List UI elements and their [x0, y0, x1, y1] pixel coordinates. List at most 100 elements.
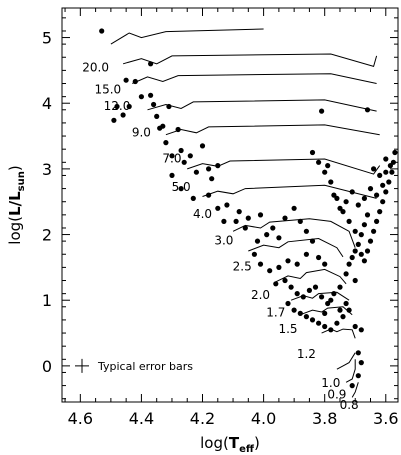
star-point	[367, 238, 374, 244]
star-point	[355, 241, 361, 247]
star-point	[126, 103, 132, 110]
star-point	[346, 307, 352, 313]
star-point	[325, 163, 331, 169]
axis-tick-labels: 4.6 4.4 4.2 4.0 3.8 3.6 0 1 2 3 4 5	[42, 29, 399, 428]
star-point	[282, 277, 288, 284]
mass-label-2.5: 2.5	[233, 260, 252, 274]
star-point	[233, 218, 239, 224]
star-point	[361, 258, 367, 264]
x-tick-label: 4.6	[68, 409, 93, 428]
star-point	[358, 251, 364, 257]
track-0.8	[351, 382, 359, 398]
star-point	[303, 228, 309, 234]
star-point	[355, 373, 361, 379]
star-point	[355, 202, 361, 208]
star-point	[319, 294, 325, 300]
star-point	[367, 186, 374, 192]
star-point	[199, 143, 206, 149]
track-2.0	[275, 268, 347, 285]
star-point	[151, 101, 157, 108]
y-tick-label: 2	[42, 226, 52, 245]
star-point	[221, 218, 227, 224]
track-7.0	[165, 124, 380, 136]
x-tick-label: 4.4	[129, 409, 154, 428]
plot-frame	[61, 7, 399, 403]
evolutionary-tracks	[110, 28, 381, 398]
track-1.2	[321, 328, 356, 339]
star-point	[236, 209, 242, 215]
star-point	[120, 112, 126, 118]
star-point	[316, 254, 322, 261]
mass-label-1.2: 1.2	[297, 347, 316, 361]
star-point	[387, 163, 393, 169]
star-point	[352, 248, 358, 254]
star-point	[322, 323, 328, 330]
star-point	[343, 199, 349, 205]
star-point	[383, 169, 389, 175]
star-point	[328, 297, 334, 303]
star-point	[282, 215, 288, 221]
star-point	[264, 232, 270, 238]
x-tick-label: 4.2	[190, 409, 215, 428]
star-point	[181, 159, 187, 165]
x-axis-title: log(Teff)	[200, 434, 260, 455]
star-point	[334, 195, 340, 201]
star-point	[322, 261, 328, 267]
star-point	[285, 258, 291, 264]
star-point	[358, 360, 364, 366]
star-point	[276, 264, 282, 270]
star-point	[245, 215, 251, 221]
legend-label: Typical error bars	[97, 360, 193, 373]
track-4.0	[202, 184, 377, 199]
star-point	[383, 189, 389, 195]
star-point	[297, 310, 303, 316]
star-point	[285, 300, 291, 307]
star-point	[166, 103, 172, 110]
star-point	[371, 228, 377, 234]
star-point	[209, 176, 215, 182]
star-point	[154, 113, 160, 119]
star-point	[364, 107, 371, 113]
x-tick-label: 3.8	[312, 409, 337, 428]
star-point	[374, 218, 380, 224]
star-point	[380, 199, 386, 205]
mass-label-1.7: 1.7	[266, 306, 285, 320]
mass-label-1.0: 1.0	[321, 376, 340, 390]
star-point	[325, 300, 331, 307]
star-point	[358, 232, 364, 238]
x-tick-label: 4.0	[251, 409, 276, 428]
star-point	[303, 251, 309, 257]
star-point	[257, 212, 264, 218]
star-point	[371, 166, 377, 172]
star-point	[291, 205, 297, 211]
track-9.0	[147, 99, 377, 112]
star-point	[163, 140, 169, 146]
star-point	[297, 218, 303, 224]
star-point	[273, 281, 279, 287]
star-point	[319, 108, 325, 114]
star-point	[358, 327, 364, 333]
star-point	[322, 169, 328, 175]
star-point	[331, 291, 337, 297]
mass-label-3.0: 3.0	[214, 233, 233, 247]
star-point	[361, 195, 367, 201]
y-tick-label: 3	[42, 160, 52, 179]
star-point	[374, 192, 380, 198]
track-3.0	[232, 218, 356, 248]
star-point	[322, 310, 328, 316]
star-point	[392, 149, 398, 156]
star-points	[99, 28, 398, 389]
star-point	[178, 147, 184, 154]
y-tick-label: 5	[42, 29, 52, 48]
star-point	[380, 182, 386, 188]
y-tick-label: 0	[42, 357, 52, 376]
star-point	[386, 179, 392, 185]
star-point	[294, 261, 300, 267]
star-point	[361, 222, 367, 228]
star-point	[309, 238, 316, 244]
star-point	[312, 284, 319, 290]
star-point	[215, 205, 221, 211]
y-tick-label: 4	[42, 94, 52, 113]
star-point	[123, 77, 129, 83]
